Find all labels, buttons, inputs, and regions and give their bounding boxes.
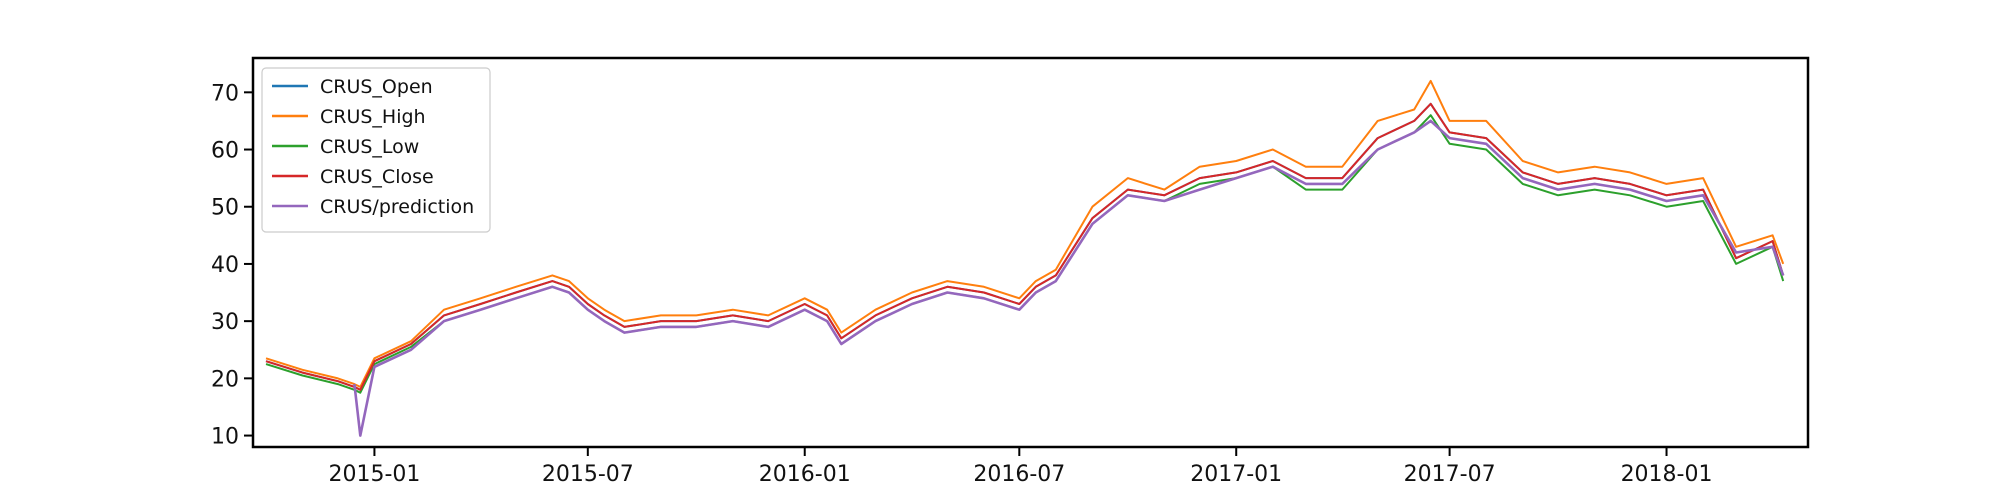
y-tick-label: 30 [211, 310, 239, 335]
y-tick-label: 10 [211, 425, 239, 450]
series-layer [265, 79, 1785, 437]
y-tick-label: 70 [211, 81, 239, 106]
legend-label-crus-close: CRUS_Close [320, 166, 434, 188]
y-tick-label: 60 [211, 139, 239, 164]
y-tick-label: 20 [211, 367, 239, 392]
legend-box [261, 67, 491, 233]
plot-frame [251, 56, 1810, 449]
legend-label-crus-prediction: CRUS/prediction [320, 196, 474, 218]
y-tick-label: 40 [211, 253, 239, 278]
series-line-crus-open [265, 102, 1785, 391]
series-line-crus-prediction [353, 119, 1785, 437]
y-axis: 10 20 30 40 50 60 70 [211, 81, 253, 450]
series-line-crus-low [265, 114, 1785, 394]
x-tick-label: 2017-07 [1404, 462, 1496, 487]
x-tick-label: 2015-01 [328, 462, 420, 487]
x-tick-label: 2018-01 [1621, 462, 1713, 487]
x-axis: 2015-01 2015-07 2016-01 2016-07 2017-01 2017-… [328, 447, 1712, 487]
series-line-crus-high [265, 79, 1785, 388]
x-tick-label: 2017-01 [1190, 462, 1282, 487]
x-tick-label: 2016-07 [973, 462, 1065, 487]
plot-border [251, 56, 1810, 449]
legend-label-crus-high: CRUS_High [320, 106, 426, 128]
legend-label-crus-open: CRUS_Open [320, 76, 433, 98]
legend: CRUS_Open CRUS_High CRUS_Low CRUS_Close CRUS… [261, 67, 491, 233]
x-tick-label: 2016-01 [759, 462, 851, 487]
series-line-crus-close [265, 102, 1785, 391]
x-tick-label: 2015-07 [542, 462, 634, 487]
legend-label-crus-low: CRUS_Low [320, 136, 419, 158]
y-tick-label: 50 [211, 196, 239, 221]
